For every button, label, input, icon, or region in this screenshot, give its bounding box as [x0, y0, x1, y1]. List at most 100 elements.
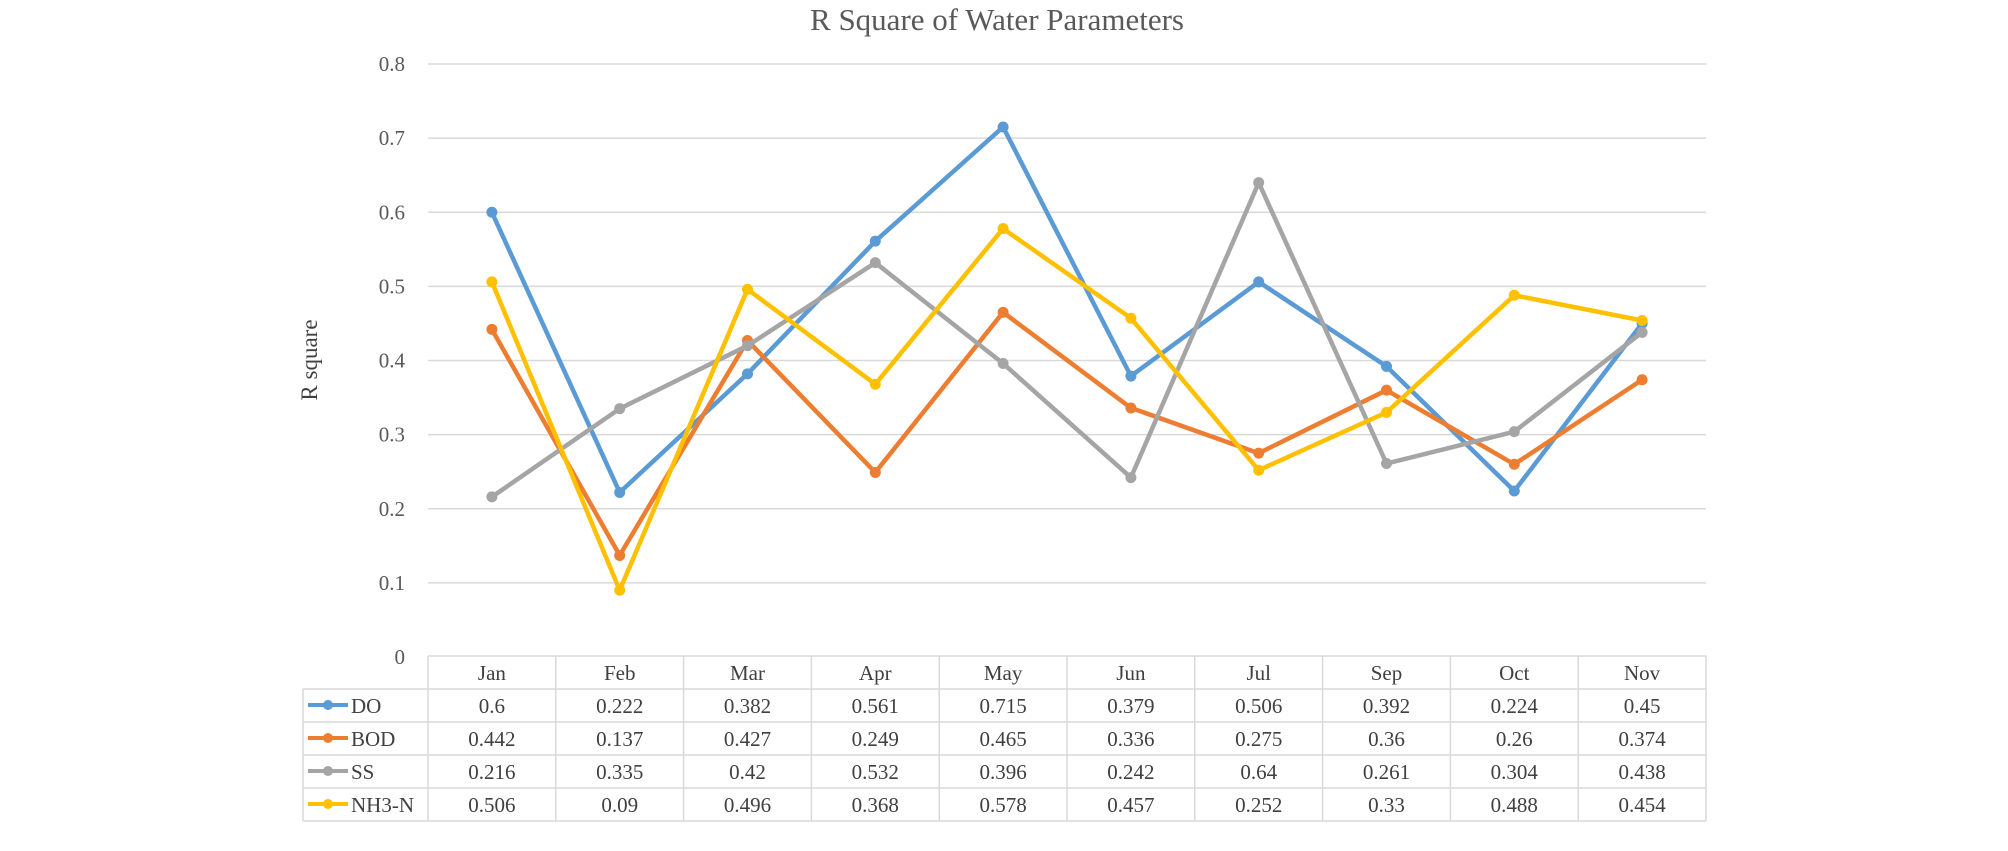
data-point-nh3-n	[869, 378, 881, 390]
legend-key-marker	[323, 700, 333, 710]
legend-key-marker	[323, 766, 333, 776]
data-point-nh3-n	[1381, 406, 1392, 418]
data-point-nh3-n	[486, 276, 498, 288]
legend-label: DO	[351, 694, 381, 718]
table-cell-value: 0.454	[1618, 793, 1666, 817]
data-point-ss	[869, 257, 881, 269]
data-point-ss	[1381, 458, 1392, 470]
data-point-do	[1508, 485, 1520, 497]
table-cell-value: 0.261	[1363, 760, 1410, 784]
table-cell-value: 0.252	[1235, 793, 1282, 817]
chart-title: R Square of Water Parameters	[810, 2, 1184, 37]
data-point-ss	[1508, 426, 1520, 438]
data-point-do	[1381, 360, 1392, 372]
data-point-nh3-n	[1253, 464, 1265, 476]
table-cell-value: 0.438	[1618, 760, 1665, 784]
data-point-bod	[486, 323, 498, 335]
table-cell-value: 0.304	[1491, 760, 1539, 784]
data-point-bod	[614, 549, 626, 561]
y-tick-label: 0.2	[379, 497, 405, 521]
table-cell-value: 0.222	[596, 694, 643, 718]
legend-label: BOD	[351, 727, 395, 751]
table-cell-value: 0.396	[979, 760, 1026, 784]
data-point-nh3-n	[614, 584, 626, 596]
x-category-label: Nov	[1624, 661, 1661, 685]
table-cell-value: 0.374	[1618, 727, 1666, 751]
x-category-label: Apr	[859, 661, 892, 685]
data-point-ss	[742, 340, 753, 352]
table-cell-value: 0.506	[468, 793, 515, 817]
y-tick-label: 0.8	[379, 52, 405, 76]
series-line-nh3-n	[489, 226, 1645, 593]
y-tick-label: 0.5	[379, 274, 405, 298]
table-cell-value: 0.33	[1368, 793, 1405, 817]
series-line-bod	[489, 310, 1645, 558]
y-axis-label: R square	[297, 319, 322, 400]
table-cell-value: 0.392	[1363, 694, 1410, 718]
data-table-grid	[302, 655, 1707, 822]
table-cell-value: 0.506	[1235, 694, 1282, 718]
legend-label: SS	[351, 760, 374, 784]
x-category-label: Feb	[604, 661, 636, 685]
table-cell-value: 0.379	[1107, 694, 1154, 718]
table-cell-value: 0.715	[979, 694, 1026, 718]
data-point-do	[1125, 370, 1137, 382]
legend-key-marker	[323, 799, 333, 809]
data-point-bod	[1381, 384, 1392, 396]
data-point-do	[1253, 276, 1265, 288]
data-point-ss	[614, 403, 626, 415]
x-category-label: Oct	[1499, 661, 1529, 685]
data-point-ss	[1125, 472, 1137, 484]
data-point-do	[614, 486, 626, 498]
data-point-nh3-n	[1125, 312, 1137, 324]
table-cell-value: 0.137	[596, 727, 643, 751]
series-group	[486, 121, 1648, 596]
x-category-label: Mar	[730, 661, 765, 685]
data-point-ss	[997, 357, 1009, 369]
data-point-do	[997, 121, 1009, 133]
table-cell-value: 0.224	[1491, 694, 1539, 718]
data-point-do	[742, 368, 753, 380]
table-cell-value: 0.26	[1496, 727, 1533, 751]
table-cell-value: 0.242	[1107, 760, 1154, 784]
gridlines	[428, 63, 1706, 584]
data-point-ss	[486, 491, 498, 503]
data-point-bod	[1636, 374, 1648, 386]
table-cell-value: 0.45	[1624, 694, 1661, 718]
table-cell-value: 0.442	[468, 727, 515, 751]
data-point-ss	[1253, 177, 1265, 189]
table-cell-value: 0.532	[852, 760, 899, 784]
table-cell-value: 0.64	[1240, 760, 1277, 784]
table-cell-value: 0.382	[724, 694, 771, 718]
x-category-label: Sep	[1371, 661, 1403, 685]
data-point-do	[869, 235, 881, 247]
table-cell-value: 0.09	[601, 793, 638, 817]
table-cell-value: 0.36	[1368, 727, 1405, 751]
y-tick-label: 0.6	[379, 200, 405, 224]
data-point-bod	[1253, 447, 1265, 459]
table-cell-value: 0.335	[596, 760, 643, 784]
table-cell-value: 0.488	[1491, 793, 1538, 817]
y-tick-label: 0.7	[379, 126, 405, 150]
y-tick-label: 0.1	[379, 571, 405, 595]
x-category-label: Jul	[1246, 661, 1271, 685]
table-cell-value: 0.216	[468, 760, 515, 784]
table-cell-value: 0.368	[852, 793, 899, 817]
x-category-label: Jun	[1116, 661, 1146, 685]
y-axis-ticks: 0 0.1 0.2 0.3 0.4 0.5 0.6 0.7 0.8	[379, 52, 406, 669]
data-point-nh3-n	[1636, 314, 1648, 326]
y-tick-label: 0.4	[379, 349, 406, 373]
data-point-nh3-n	[997, 223, 1009, 235]
data-table: Jan Feb Mar Apr May Jun Jul Sep Oct Nov DO 0.6 0.222…	[308, 661, 1666, 817]
y-tick-label: 0	[395, 645, 406, 669]
x-category-label: May	[984, 661, 1023, 685]
table-cell-value: 0.496	[724, 793, 771, 817]
table-cell-value: 0.578	[979, 793, 1026, 817]
table-cell-value: 0.249	[852, 727, 899, 751]
data-point-ss	[1636, 326, 1648, 338]
table-cell-value: 0.427	[724, 727, 771, 751]
x-category-label: Jan	[478, 661, 506, 685]
table-cell-value: 0.465	[979, 727, 1026, 751]
legend-label: NH3-N	[351, 793, 414, 817]
